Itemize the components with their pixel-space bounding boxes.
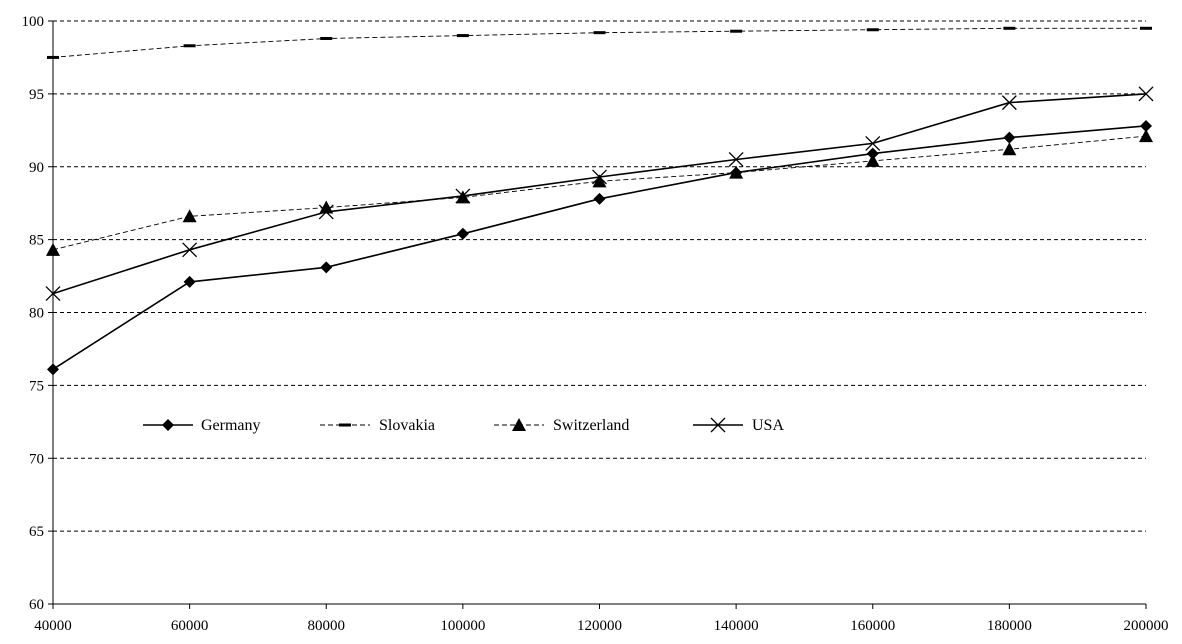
triangle-marker xyxy=(592,174,607,188)
y-tick-label: 90 xyxy=(29,160,44,176)
x-marker xyxy=(455,188,471,204)
series-switzerland xyxy=(46,129,1153,256)
dash-marker xyxy=(47,55,59,59)
dash-marker xyxy=(730,29,743,33)
y-tick-label: 60 xyxy=(29,597,44,613)
x-marker xyxy=(45,286,61,302)
series-lines xyxy=(45,26,1154,376)
y-tick-label: 100 xyxy=(22,14,45,30)
triangle-marker xyxy=(1139,129,1153,143)
x-tick-label: 80000 xyxy=(308,618,346,634)
x-tick-label: 160000 xyxy=(850,618,895,634)
series-slovakia xyxy=(47,26,1152,59)
dash-marker xyxy=(339,423,351,427)
x-tick-label: 180000 xyxy=(987,618,1032,634)
dash-marker xyxy=(593,31,606,35)
y-tick-labels: 60 65 70 75 80 85 90 95 100 xyxy=(22,14,45,613)
dash-marker xyxy=(866,28,879,32)
x-marker xyxy=(318,204,334,220)
axes xyxy=(48,20,1147,609)
x-tick-label: 100000 xyxy=(440,618,485,634)
gridlines xyxy=(53,20,1146,532)
triangle-marker xyxy=(1002,142,1017,156)
diamond-marker xyxy=(456,227,469,240)
x-marker xyxy=(1138,86,1154,102)
y-tick-label: 95 xyxy=(29,87,44,103)
y-tick-label: 70 xyxy=(29,451,44,467)
legend: Germany Slovakia Switzerland USA xyxy=(143,417,784,434)
legend-label: Slovakia xyxy=(379,417,435,434)
triangle-marker xyxy=(319,200,334,214)
legend-label: Germany xyxy=(201,417,261,434)
diamond-marker xyxy=(47,363,59,376)
legend-item-usa: USA xyxy=(693,417,784,434)
y-tick-label: 85 xyxy=(29,233,44,249)
legend-label: Switzerland xyxy=(553,417,629,434)
x-marker xyxy=(865,135,881,151)
legend-item-slovakia: Slovakia xyxy=(320,417,435,434)
triangle-marker xyxy=(865,153,880,167)
diamond-marker xyxy=(593,192,606,205)
diamond-marker xyxy=(162,419,174,431)
triangle-marker xyxy=(46,242,60,256)
dash-marker xyxy=(1140,26,1152,30)
series-usa xyxy=(45,86,1154,302)
dash-marker xyxy=(183,44,196,48)
x-tick-label: 120000 xyxy=(577,618,622,634)
x-marker xyxy=(710,417,726,433)
diamond-marker xyxy=(1003,131,1016,144)
x-marker xyxy=(1001,95,1017,111)
y-tick-label: 75 xyxy=(29,378,44,394)
dash-marker xyxy=(320,36,333,40)
triangle-marker xyxy=(512,418,526,431)
diamond-marker xyxy=(866,147,879,160)
triangle-marker xyxy=(729,165,744,179)
diamond-marker xyxy=(1140,119,1152,132)
x-tick-label: 140000 xyxy=(714,618,759,634)
diamond-marker xyxy=(320,261,333,274)
legend-item-germany: Germany xyxy=(143,417,261,434)
dash-marker xyxy=(1003,26,1016,30)
x-marker xyxy=(592,169,607,185)
diamond-marker xyxy=(183,275,196,288)
dash-marker xyxy=(456,34,469,38)
triangle-marker xyxy=(182,209,197,223)
x-tick-label: 60000 xyxy=(171,618,209,634)
legend-label: USA xyxy=(752,417,784,434)
legend-item-switzerland: Switzerland xyxy=(494,417,629,434)
x-marker xyxy=(182,242,198,258)
x-tick-labels: 40000 60000 80000 100000 120000 140000 160000 1… xyxy=(34,618,1168,634)
x-tick-label: 40000 xyxy=(34,618,72,634)
series-germany xyxy=(47,119,1152,376)
x-marker xyxy=(728,152,744,167)
y-tick-label: 65 xyxy=(29,524,44,540)
x-tick-label: 200000 xyxy=(1124,618,1169,634)
y-tick-label: 80 xyxy=(29,306,44,322)
germany-line xyxy=(52,125,1147,370)
